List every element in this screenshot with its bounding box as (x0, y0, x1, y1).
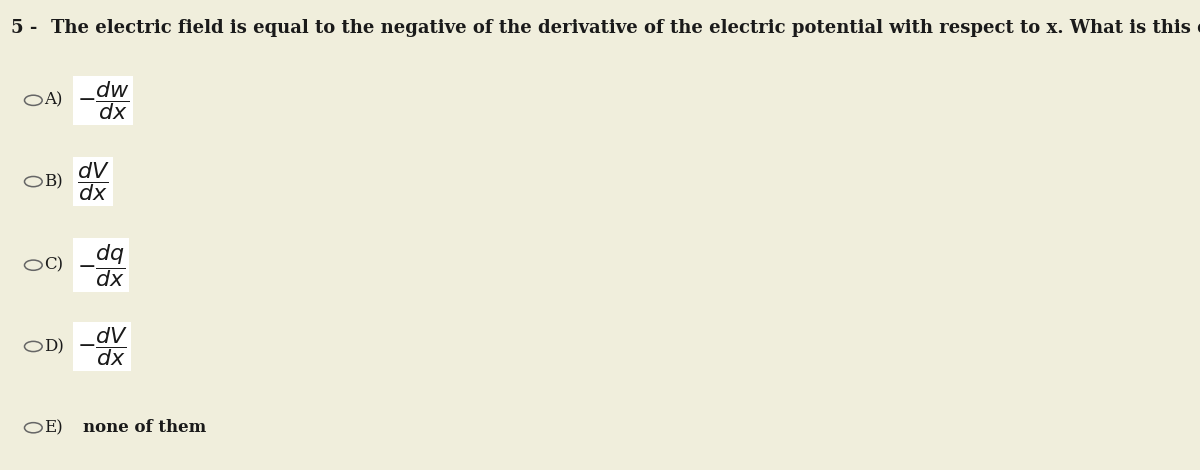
Text: B): B) (43, 173, 62, 190)
Text: D): D) (43, 338, 64, 355)
Text: C): C) (43, 257, 62, 274)
Text: $-\dfrac{dw}{dx}$: $-\dfrac{dw}{dx}$ (77, 79, 130, 122)
Text: 5 -: 5 - (11, 19, 37, 37)
Text: $-\dfrac{dV}{dx}$: $-\dfrac{dV}{dx}$ (77, 325, 128, 368)
Text: The electric field is equal to the negative of the derivative of the electric po: The electric field is equal to the negat… (52, 19, 1200, 37)
Text: $\dfrac{dV}{dx}$: $\dfrac{dV}{dx}$ (77, 160, 109, 203)
Text: E): E) (43, 419, 62, 436)
Text: $-\dfrac{dq}{dx}$: $-\dfrac{dq}{dx}$ (77, 242, 126, 289)
Text: A): A) (43, 92, 62, 109)
Text: none of them: none of them (83, 419, 206, 436)
